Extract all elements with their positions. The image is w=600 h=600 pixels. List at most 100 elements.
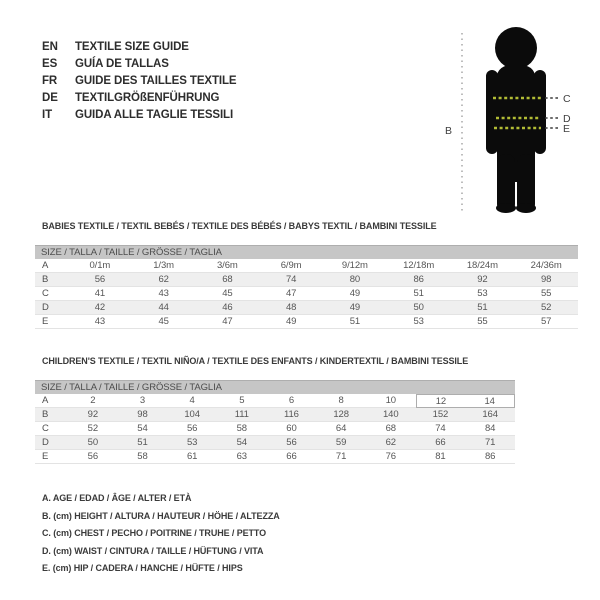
table-cell: 55 (450, 315, 515, 329)
table-cell: 68 (365, 422, 416, 436)
language-row: ES GUÍA DE TALLAS (42, 56, 237, 73)
language-row: FR GUIDE DES TAILLES TEXTILE (42, 73, 237, 90)
table-cell: 43 (131, 287, 196, 301)
table-cell: 64 (316, 422, 366, 436)
table-cell: 24/36m (514, 259, 578, 273)
table-cell: 12 (415, 394, 466, 408)
measurement-legend: A. AGE / EDAD / ÂGE / ALTER / ETÀ B. (cm… (42, 490, 280, 578)
table-cell: 68 (195, 273, 260, 287)
table-cell: 56 (266, 436, 317, 450)
legend-hip: E. (cm) HIP / CADERA / HANCHE / HÜFTE / … (42, 563, 243, 573)
row-label: C (35, 287, 68, 301)
table-cell: 5 (216, 394, 267, 408)
table-cell: 128 (316, 408, 366, 422)
table-cell: 41 (68, 287, 132, 301)
babies-size-table: A 0/1m 1/3m 3/6m 6/9m 9/12m 12/18m 18/24m 24/36m… (35, 259, 578, 329)
table-cell: 53 (167, 436, 217, 450)
table-cell: 63 (216, 450, 267, 464)
table-cell: 49 (323, 301, 387, 315)
children-size-header: SIZE / TALLA / TAILLE / GRÖSSE / TAGLIA (35, 380, 515, 394)
table-cell: 116 (266, 408, 317, 422)
row-label: D (35, 436, 68, 450)
height-label: B (445, 125, 452, 137)
table-cell: 56 (68, 273, 132, 287)
table-cell: 56 (167, 422, 217, 436)
table-cell: 50 (68, 436, 118, 450)
row-label: B (35, 408, 68, 422)
table-cell: 74 (259, 273, 323, 287)
table-cell: 140 (365, 408, 416, 422)
table-cell: 152 (415, 408, 466, 422)
legend-age: A. AGE / EDAD / ÂGE / ALTER / ETÀ (42, 493, 192, 503)
table-cell: 45 (195, 287, 260, 301)
babies-section-title: BABIES TEXTILE / TEXTIL BEBÉS / TEXTILE … (42, 221, 437, 231)
table-cell: 76 (365, 450, 416, 464)
table-cell: 44 (131, 301, 196, 315)
babies-size-header: SIZE / TALLA / TAILLE / GRÖSSE / TAGLIA (35, 245, 578, 259)
table-cell: 42 (68, 301, 132, 315)
table-cell: 53 (450, 287, 515, 301)
table-cell: 6 (266, 394, 317, 408)
table-cell: 58 (117, 450, 168, 464)
row-label: D (35, 301, 68, 315)
table-cell: 111 (216, 408, 267, 422)
legend-waist: D. (cm) WAIST / CINTURA / TAILLE / HÜFTU… (42, 545, 264, 556)
table-cell: 8 (316, 394, 366, 408)
table-cell: 14 (465, 394, 515, 408)
language-title: TEXTILE SIZE GUIDE (75, 41, 189, 53)
table-cell: 51 (323, 315, 387, 329)
table-row: D 42 44 46 48 49 50 51 52 (35, 301, 578, 315)
table-cell: 6/9m (259, 259, 323, 273)
table-cell: 52 (68, 422, 118, 436)
table-cell: 3 (117, 394, 168, 408)
table-cell: 86 (465, 450, 515, 464)
babies-textile-section: BABIES TEXTILE / TEXTIL BEBÉS / TEXTILE … (35, 221, 578, 329)
row-label: B (35, 273, 68, 287)
table-row: B 92 98 104 111 116 128 140 152 164 (35, 408, 515, 422)
table-cell: 92 (450, 273, 515, 287)
row-label: E (35, 450, 68, 464)
language-row: EN TEXTILE SIZE GUIDE (42, 39, 237, 56)
legend-height: B. (cm) HEIGHT / ALTURA / HAUTEUR / HÖHE… (42, 510, 280, 521)
table-cell: 62 (131, 273, 196, 287)
table-cell: 59 (316, 436, 366, 450)
table-cell: 71 (316, 450, 366, 464)
child-silhouette (486, 27, 546, 213)
table-cell: 2 (68, 394, 118, 408)
chest-label: C (563, 93, 571, 105)
table-cell: 104 (167, 408, 217, 422)
table-cell: 55 (514, 287, 578, 301)
language-code: IT (42, 109, 53, 121)
language-code: EN (42, 41, 58, 53)
legend-chest: C. (cm) CHEST / PECHO / POITRINE / TRUHE… (42, 528, 267, 538)
waist-label: D (563, 113, 571, 125)
table-cell: 46 (195, 301, 260, 315)
table-cell: 43 (68, 315, 132, 329)
table-cell: 9/12m (323, 259, 387, 273)
table-row: E 56 58 61 63 66 71 76 81 86 (35, 450, 515, 464)
language-code: FR (42, 75, 58, 87)
row-label: E (35, 315, 68, 329)
table-cell: 53 (386, 315, 451, 329)
table-cell: 51 (386, 287, 451, 301)
table-cell: 51 (117, 436, 168, 450)
language-code: DE (42, 92, 58, 104)
table-cell: 54 (117, 422, 168, 436)
table-row: E 43 45 47 49 51 53 55 57 (35, 315, 578, 329)
table-cell: 56 (68, 450, 118, 464)
table-cell: 51 (450, 301, 515, 315)
table-cell: 47 (195, 315, 260, 329)
table-cell: 80 (323, 273, 387, 287)
table-cell: 49 (259, 315, 323, 329)
language-title-block: EN TEXTILE SIZE GUIDE ES GUÍA DE TALLAS … (42, 39, 237, 124)
table-cell: 61 (167, 450, 217, 464)
children-section-title: CHILDREN'S TEXTILE / TEXTIL NIÑO/A / TEX… (42, 356, 469, 366)
table-cell: 98 (514, 273, 578, 287)
language-title: GUIDA ALLE TAGLIE TESSILI (75, 109, 234, 121)
table-cell: 54 (216, 436, 267, 450)
table-cell: 62 (365, 436, 416, 450)
row-label: C (35, 422, 68, 436)
table-cell: 66 (415, 436, 466, 450)
table-cell: 1/3m (131, 259, 196, 273)
table-cell: 49 (323, 287, 387, 301)
